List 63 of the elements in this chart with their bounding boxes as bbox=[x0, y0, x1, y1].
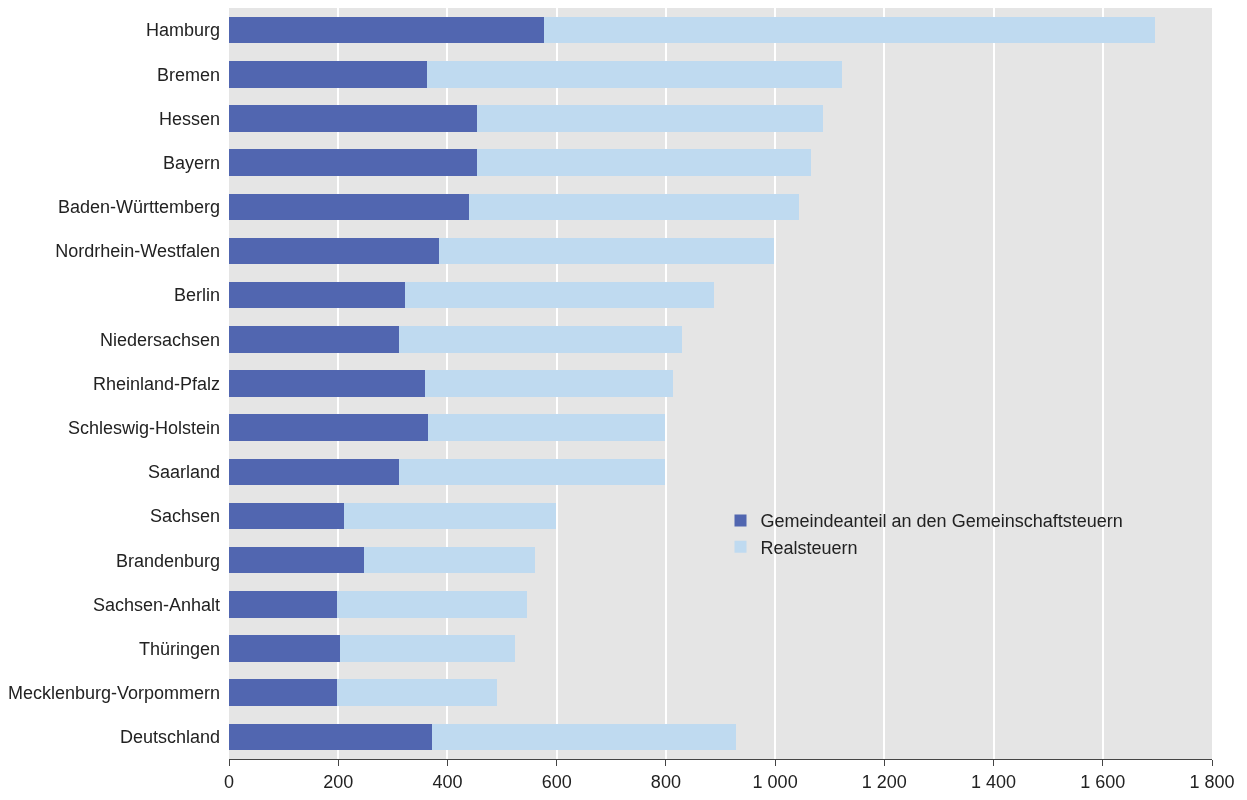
bar bbox=[404, 281, 714, 309]
bar bbox=[229, 193, 470, 221]
legend-label: Realsteuern bbox=[760, 537, 858, 558]
x-tick-label: 1 400 bbox=[971, 771, 1017, 792]
bar bbox=[343, 502, 556, 530]
bar bbox=[229, 723, 432, 751]
bar bbox=[229, 370, 425, 397]
x-tick-label: 600 bbox=[541, 771, 572, 792]
bar bbox=[439, 237, 775, 265]
x-tick-label: 1 800 bbox=[1189, 771, 1235, 792]
y-tick-label: Baden-Württemberg bbox=[57, 197, 220, 218]
bar bbox=[229, 16, 545, 44]
bar bbox=[229, 546, 365, 574]
x-tick-label: 1 200 bbox=[861, 771, 907, 792]
y-tick-label: Mecklenburg-Vorpommern bbox=[7, 683, 220, 704]
bar bbox=[469, 193, 800, 221]
bar bbox=[229, 414, 428, 441]
bar bbox=[229, 679, 338, 706]
bar bbox=[229, 281, 405, 309]
y-tick-label: Hamburg bbox=[145, 20, 220, 41]
y-tick-label: Thüringen bbox=[138, 638, 220, 659]
y-tick-label: Sachsen bbox=[149, 506, 220, 527]
bar bbox=[427, 414, 665, 441]
bar bbox=[229, 635, 341, 662]
y-tick-label: Niedersachsen bbox=[99, 329, 220, 350]
bar bbox=[337, 591, 527, 618]
y-tick-label: Brandenburg bbox=[115, 550, 220, 571]
y-tick-label: Nordrhein-Westfalen bbox=[55, 241, 220, 262]
bar bbox=[424, 370, 673, 397]
y-tick-label: Bremen bbox=[156, 64, 220, 85]
x-tick-label: 1 000 bbox=[752, 771, 798, 792]
x-tick-label: 800 bbox=[650, 771, 681, 792]
y-tick-label: Hessen bbox=[158, 108, 220, 129]
x-tick-label: 0 bbox=[223, 771, 235, 792]
bar bbox=[229, 326, 400, 353]
bar bbox=[477, 105, 824, 132]
y-tick-label: Berlin bbox=[173, 285, 220, 306]
bar bbox=[364, 546, 535, 574]
bar bbox=[229, 458, 400, 486]
legend-label: Gemeindeanteil an den Gemeinschaftsteuern bbox=[760, 511, 1123, 532]
bar bbox=[337, 679, 498, 706]
y-tick-label: Deutschland bbox=[119, 727, 220, 748]
y-tick-label: Rheinland-Pfalz bbox=[92, 373, 220, 394]
y-tick-label: Saarland bbox=[147, 462, 220, 483]
x-tick-label: 1 600 bbox=[1080, 771, 1126, 792]
bar bbox=[229, 591, 338, 618]
y-tick-label: Sachsen-Anhalt bbox=[92, 594, 220, 615]
bar bbox=[399, 458, 665, 486]
bar bbox=[399, 326, 682, 353]
bar bbox=[229, 105, 478, 132]
x-tick-label: 200 bbox=[323, 771, 354, 792]
bar bbox=[426, 61, 842, 88]
bar bbox=[544, 16, 1155, 44]
bar bbox=[229, 502, 344, 530]
x-tick-label: 400 bbox=[432, 771, 463, 792]
bar bbox=[431, 723, 736, 751]
bar bbox=[340, 635, 516, 662]
bar bbox=[229, 61, 427, 88]
y-tick-label: Bayern bbox=[162, 152, 220, 173]
y-tick-label: Schleswig-Holstein bbox=[67, 417, 220, 438]
bar bbox=[477, 149, 811, 176]
bar bbox=[229, 149, 478, 176]
bar bbox=[229, 237, 440, 265]
